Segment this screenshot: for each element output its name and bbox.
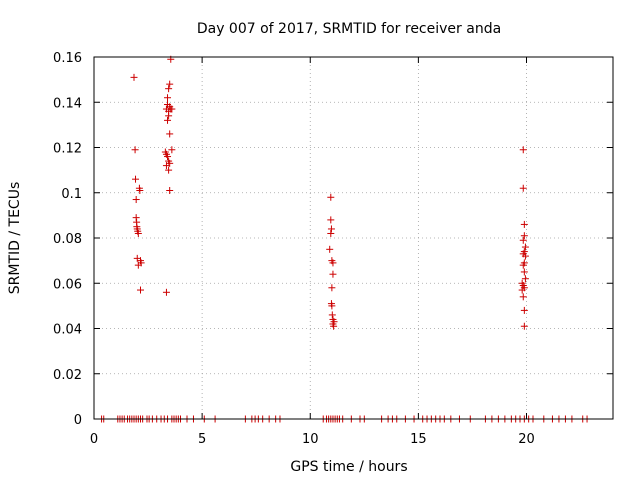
x-axis-label: GPS time / hours bbox=[290, 459, 407, 475]
x-tick-label: 15 bbox=[410, 432, 427, 447]
data-point bbox=[519, 184, 527, 192]
x-tick-label: 10 bbox=[302, 432, 319, 447]
data-point bbox=[168, 105, 176, 113]
data-point bbox=[164, 153, 172, 161]
data-point bbox=[328, 284, 336, 292]
data-point bbox=[520, 268, 528, 276]
data-point bbox=[166, 80, 174, 88]
data-point bbox=[327, 225, 335, 233]
data-point bbox=[168, 146, 176, 154]
data-point bbox=[327, 193, 335, 201]
data-point bbox=[519, 261, 527, 269]
data-point bbox=[166, 186, 174, 194]
data-point bbox=[327, 229, 335, 237]
data-point bbox=[164, 116, 172, 124]
data-point bbox=[520, 220, 528, 228]
x-tick-label: 0 bbox=[90, 432, 98, 447]
y-tick-label: 0.06 bbox=[53, 277, 82, 292]
x-tick-labels: 0 5 10 15 20 bbox=[90, 432, 535, 447]
y-tick-label: 0.12 bbox=[53, 142, 82, 157]
data-point bbox=[519, 146, 527, 154]
y-tick-label: 0 bbox=[74, 413, 82, 428]
data-point bbox=[132, 175, 140, 183]
data-point bbox=[328, 302, 336, 310]
data-point bbox=[519, 236, 527, 244]
y-tick-label: 0.16 bbox=[53, 51, 82, 66]
data-point bbox=[130, 73, 138, 81]
data-point bbox=[518, 286, 526, 294]
y-tick-label: 0.1 bbox=[61, 187, 82, 202]
data-point bbox=[131, 146, 139, 154]
data-point bbox=[165, 166, 173, 174]
y-tick-label: 0.14 bbox=[53, 96, 82, 111]
data-point bbox=[327, 216, 335, 224]
y-axis-label: SRMTID / TECUs bbox=[7, 182, 23, 295]
data-point bbox=[329, 270, 337, 278]
plot-frame bbox=[93, 56, 614, 420]
data-point bbox=[166, 130, 174, 138]
data-point bbox=[162, 288, 170, 296]
chart-title: Day 007 of 2017, SRMTID for receiver and… bbox=[197, 21, 501, 37]
data-point bbox=[330, 322, 338, 330]
data-point bbox=[520, 322, 528, 330]
data-point bbox=[136, 286, 144, 294]
grid-lines bbox=[94, 57, 613, 419]
data-point bbox=[520, 306, 528, 314]
data-point bbox=[164, 94, 172, 102]
data-point bbox=[329, 259, 337, 267]
y-tick-label: 0.02 bbox=[53, 368, 82, 383]
data-point bbox=[134, 229, 142, 237]
data-point bbox=[326, 245, 334, 253]
data-point bbox=[519, 293, 527, 301]
data-point bbox=[132, 196, 140, 204]
data-point bbox=[165, 112, 173, 120]
data-point bbox=[520, 232, 528, 240]
x-tick-label: 5 bbox=[198, 432, 206, 447]
data-point bbox=[136, 186, 144, 194]
data-point bbox=[162, 162, 170, 170]
x-tick-label: 20 bbox=[518, 432, 535, 447]
y-tick-labels: 0 0.02 0.04 0.06 0.08 0.1 0.12 0.14 0.16 bbox=[53, 51, 82, 428]
data-point bbox=[521, 252, 529, 260]
y-tick-label: 0.04 bbox=[53, 323, 82, 338]
data-point bbox=[521, 275, 529, 283]
data-point bbox=[328, 311, 336, 319]
data-point bbox=[137, 259, 145, 267]
data-point bbox=[165, 85, 173, 93]
y-tick-label: 0.08 bbox=[53, 232, 82, 247]
data-point bbox=[521, 243, 529, 251]
